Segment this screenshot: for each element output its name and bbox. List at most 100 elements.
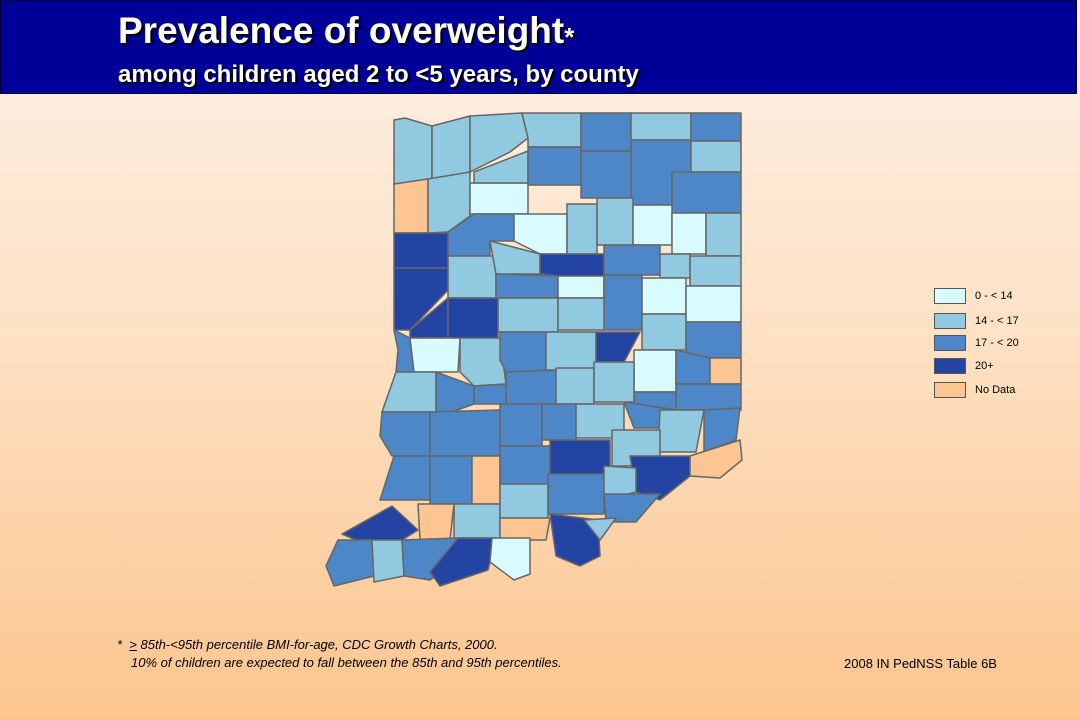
county-16 <box>671 171 742 214</box>
county-7 <box>690 112 742 142</box>
county-55 <box>505 369 557 405</box>
county-63 <box>541 403 577 441</box>
county-70 <box>471 455 501 505</box>
county-31 <box>689 255 742 287</box>
county-15 <box>690 140 742 173</box>
county-5 <box>580 112 632 152</box>
county-56 <box>555 367 595 405</box>
county-85 <box>583 517 617 541</box>
county-46 <box>499 331 547 373</box>
county-83 <box>499 517 551 541</box>
county-25 <box>393 267 449 331</box>
county-49 <box>633 349 677 393</box>
county-33 <box>557 275 605 299</box>
footnote-marker: * <box>117 637 123 652</box>
county-66 <box>657 409 705 453</box>
county-77 <box>453 503 501 539</box>
legend-label-20-plus: 20+ <box>975 360 994 372</box>
county-36 <box>685 285 742 323</box>
legend-item-0-14: 0 - < 14 <box>930 288 1050 306</box>
page-subtitle: among children aged 2 to <5 years, by co… <box>118 61 639 88</box>
legend-label-14-17: 14 - < 17 <box>975 315 1019 327</box>
legend-swatch-0-14 <box>934 288 966 304</box>
county-35 <box>641 277 687 315</box>
county-71 <box>499 445 551 485</box>
county-38 <box>447 297 499 341</box>
county-41 <box>641 313 687 351</box>
county-75 <box>689 439 743 479</box>
county-17 <box>393 232 449 269</box>
county-76 <box>417 503 455 541</box>
county-51 <box>709 357 742 385</box>
county-87 <box>371 539 405 583</box>
footnote-line-2: 10% of children are expected to fall bet… <box>131 655 562 670</box>
footnote-line-1: * > 85th-<95th percentile BMI-for-age, C… <box>117 636 562 654</box>
county-8 <box>393 178 429 234</box>
footnote-definition: 85th-<95th percentile BMI-for-age, CDC G… <box>136 637 498 652</box>
county-24 <box>705 212 742 257</box>
legend-label-0-14: 0 - < 14 <box>975 290 1013 302</box>
county-86 <box>325 539 375 587</box>
county-19 <box>513 213 568 255</box>
legend-swatch-14-17 <box>934 313 966 329</box>
county-30 <box>659 253 691 279</box>
county-61 <box>429 409 501 457</box>
county-45 <box>459 337 507 387</box>
footnote-ge-symbol: > <box>129 637 137 652</box>
county-89 <box>429 537 497 587</box>
county-80 <box>603 465 637 501</box>
county-40 <box>557 297 605 331</box>
county-67 <box>703 407 741 453</box>
legend-item-20-plus: 20+ <box>930 358 1050 376</box>
county-72 <box>549 439 611 475</box>
page-title: Prevalence of overweight* <box>118 9 574 53</box>
county-34 <box>603 274 643 331</box>
county-1 <box>393 117 433 185</box>
county-59 <box>675 383 742 411</box>
county-68 <box>379 455 431 501</box>
county-23 <box>671 212 707 255</box>
legend-swatch-17-20 <box>934 335 966 351</box>
title-asterisk: * <box>564 22 575 52</box>
county-52 <box>381 371 437 413</box>
county-3 <box>469 112 529 173</box>
county-32 <box>495 273 559 299</box>
county-39 <box>497 297 559 333</box>
county-4 <box>521 112 582 148</box>
legend-label-no-data: No Data <box>975 384 1016 396</box>
title-banner: Prevalence of overweight* among children… <box>0 0 1077 94</box>
county-42 <box>685 321 742 359</box>
county-82 <box>341 505 419 541</box>
county-29 <box>603 244 661 276</box>
county-12 <box>527 146 582 186</box>
legend-item-no-data: No Data <box>930 382 1050 400</box>
legend-swatch-20-plus <box>934 358 966 374</box>
county-57 <box>593 361 635 403</box>
county-28 <box>539 253 605 277</box>
county-47 <box>545 331 597 371</box>
county-22 <box>632 204 673 246</box>
county-13 <box>580 150 632 199</box>
footnote: * > 85th-<95th percentile BMI-for-age, C… <box>117 636 562 672</box>
county-54 <box>473 383 507 405</box>
county-81 <box>603 493 661 523</box>
county-group <box>325 112 743 587</box>
county-53 <box>435 371 475 413</box>
county-90 <box>489 537 531 581</box>
title-text: Prevalence of overweight <box>118 10 565 51</box>
county-60 <box>379 411 431 457</box>
county-62 <box>499 403 543 447</box>
county-21 <box>596 197 634 246</box>
county-6 <box>630 112 692 141</box>
legend-item-17-20: 17 - < 20 <box>930 335 1050 353</box>
legend-item-14-17: 14 - < 17 <box>930 313 1050 331</box>
county-78 <box>499 483 549 519</box>
county-44 <box>409 337 461 373</box>
county-20 <box>566 203 598 255</box>
legend-label-17-20: 17 - < 20 <box>975 337 1019 349</box>
source-citation: 2008 IN PedNSS Table 6B <box>844 656 997 671</box>
county-26 <box>447 255 497 299</box>
legend-swatch-no-data <box>934 382 966 398</box>
county-69 <box>429 455 473 505</box>
